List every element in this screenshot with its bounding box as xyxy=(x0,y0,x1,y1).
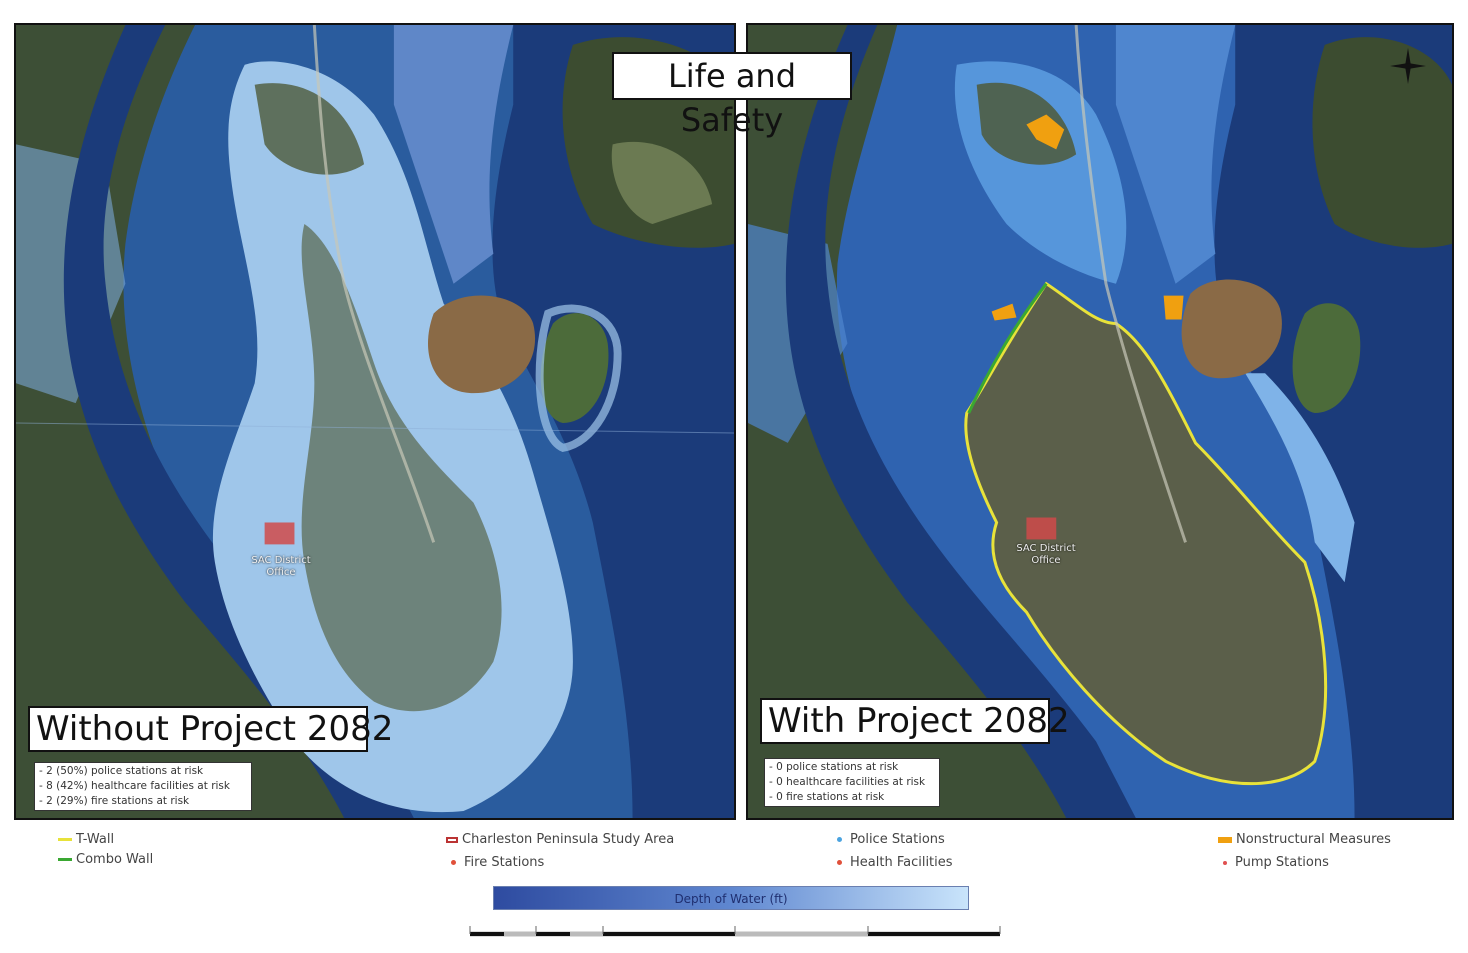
office-label-line2: Office xyxy=(1031,555,1061,566)
legend-fire-stations: Fire Stations xyxy=(446,855,544,870)
scenario-label-without-project: Without Project 2082 xyxy=(28,706,393,752)
study-area-box-icon xyxy=(446,836,458,843)
stat-police: - 0 police stations at risk xyxy=(769,761,899,773)
legend-label: Combo Wall xyxy=(76,852,154,867)
t-wall-line-icon xyxy=(58,838,72,841)
health-facility-dot-icon xyxy=(837,860,842,865)
stat-healthcare: - 0 healthcare facilities at risk xyxy=(769,776,926,788)
north-arrow-icon xyxy=(1388,46,1428,86)
flood-map-without-project xyxy=(16,25,734,818)
legend-label: Pump Stations xyxy=(1235,855,1329,870)
legend-label: Fire Stations xyxy=(464,855,545,870)
stat-healthcare: - 8 (42%) healthcare facilities at risk xyxy=(39,780,230,792)
legend-study-area: Charleston Peninsula Study Area xyxy=(446,832,674,847)
legend-label: T-Wall xyxy=(76,832,115,847)
legend-combo-wall: Combo Wall xyxy=(58,852,153,867)
legend-label: Police Stations xyxy=(850,832,945,847)
risk-stats-with-project: - 0 police stations at risk - 0 healthca… xyxy=(764,758,940,807)
map-title: Life and Safety xyxy=(612,52,852,139)
office-label-line1: SAC District xyxy=(1016,543,1076,554)
legend-pump-stations: Pump Stations xyxy=(1218,855,1329,870)
office-label-line1: SAC District xyxy=(251,555,311,566)
scenario-label-with-project: With Project 2082 xyxy=(760,698,1070,744)
legend-label: Nonstructural Measures xyxy=(1236,832,1391,847)
pump-station-dot-icon xyxy=(1223,860,1227,865)
stat-fire: - 0 fire stations at risk xyxy=(769,791,885,803)
stat-police: - 2 (50%) police stations at risk xyxy=(39,765,204,777)
legend-nonstructural-measures: Nonstructural Measures xyxy=(1218,832,1391,847)
water-depth-color-ramp: Depth of Water (ft) xyxy=(493,886,969,910)
stat-fire: - 2 (29%) fire stations at risk xyxy=(39,795,190,807)
legend-health-facilities: Health Facilities xyxy=(832,855,953,870)
nonstructural-measure-icon xyxy=(1218,836,1232,843)
legend-t-wall: T-Wall xyxy=(58,832,114,847)
map-panel-without-project[interactable]: SAC District Office xyxy=(14,23,736,820)
risk-stats-without-project: - 2 (50%) police stations at risk - 8 (4… xyxy=(34,762,252,811)
combo-wall-line-icon xyxy=(58,858,72,861)
office-label-line2: Office xyxy=(266,567,296,578)
legend-police-stations: Police Stations xyxy=(832,832,945,847)
fire-station-dot-icon xyxy=(451,860,456,865)
flood-map-with-project xyxy=(748,25,1452,818)
water-depth-label: Depth of Water (ft) xyxy=(674,892,788,906)
legend-label: Health Facilities xyxy=(850,855,953,870)
police-station-dot-icon xyxy=(837,837,842,842)
office-label: SAC District Office xyxy=(1006,543,1086,567)
scale-bar xyxy=(469,926,1001,937)
legend-label: Charleston Peninsula Study Area xyxy=(462,832,675,847)
office-label: SAC District Office xyxy=(236,555,326,579)
map-panel-with-project[interactable]: SAC District Office xyxy=(746,23,1454,820)
